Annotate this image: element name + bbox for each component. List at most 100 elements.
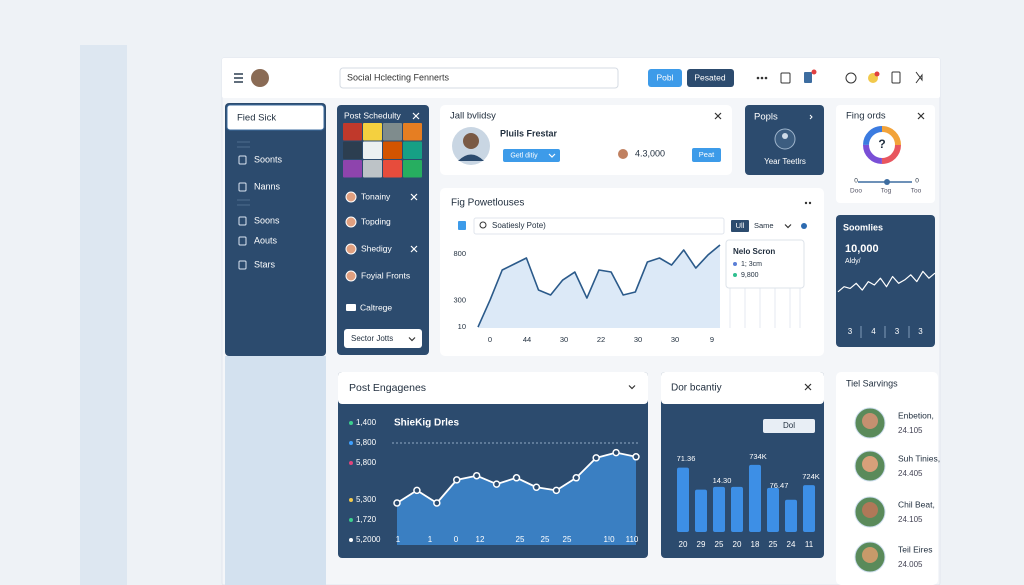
slider-label: Tog bbox=[881, 188, 892, 195]
search-box[interactable] bbox=[473, 217, 725, 235]
thumbnail bbox=[383, 123, 402, 141]
bar bbox=[677, 467, 689, 532]
search-box[interactable] bbox=[339, 67, 619, 89]
legend-dot bbox=[349, 498, 353, 502]
thumbnail bbox=[383, 160, 402, 178]
button[interactable] bbox=[503, 149, 560, 162]
sidebar-title: Fied Sick bbox=[237, 113, 276, 124]
x-tick-label: 25 bbox=[516, 535, 525, 544]
x-tick-label: 44 bbox=[523, 335, 531, 344]
line bbox=[837, 270, 936, 293]
nav-item[interactable]: Nanns bbox=[254, 181, 281, 191]
panel-title: Soomlies bbox=[843, 222, 883, 232]
thumbnail bbox=[363, 123, 382, 141]
area-fill bbox=[478, 245, 720, 328]
thumbnail bbox=[343, 160, 362, 178]
point bbox=[393, 499, 401, 507]
close-icon bbox=[804, 383, 812, 391]
select[interactable] bbox=[344, 329, 422, 348]
line bbox=[477, 244, 721, 328]
tooltip-title: Nelo Scron bbox=[733, 247, 775, 256]
toggle-label: Ull bbox=[736, 221, 745, 230]
bar bbox=[803, 485, 815, 532]
close-icon bbox=[714, 112, 722, 120]
nav-icon bbox=[238, 216, 247, 226]
tooltip-row: 1; 3cm bbox=[741, 261, 762, 268]
x-tick-label: 25 bbox=[715, 540, 724, 549]
button[interactable] bbox=[763, 419, 815, 433]
panel-title: Fig Powetlouses bbox=[451, 198, 524, 209]
y-label: 1,720 bbox=[356, 515, 377, 524]
nav-item[interactable]: Aouts bbox=[254, 235, 278, 245]
bar-annotation: 724K bbox=[802, 472, 820, 481]
button[interactable] bbox=[692, 148, 721, 162]
point bbox=[433, 499, 441, 507]
item-value: 24.105 bbox=[898, 426, 923, 435]
toggle[interactable] bbox=[731, 220, 749, 232]
point bbox=[552, 486, 561, 495]
point bbox=[492, 480, 501, 488]
caption: Year Teetlrs bbox=[764, 157, 806, 166]
x-tick-label: 25 bbox=[769, 540, 778, 549]
nav-item[interactable]: Stars bbox=[254, 259, 276, 269]
nav-icon bbox=[238, 260, 247, 270]
item-value: 24.105 bbox=[898, 515, 923, 524]
avatar bbox=[345, 243, 357, 255]
select-label: Sector Jotts bbox=[351, 334, 393, 343]
y-label: 5,800 bbox=[356, 438, 377, 447]
x-tick-label: 25 bbox=[541, 535, 550, 544]
search-text: Soatiesly Pote) bbox=[492, 221, 546, 230]
ring-segment bbox=[863, 126, 901, 164]
profile-name: Pluils Frestar bbox=[500, 128, 558, 138]
nav-icon bbox=[238, 236, 247, 246]
thumbnail bbox=[403, 160, 422, 178]
icon bbox=[801, 223, 807, 229]
x-tick-label: 3 bbox=[848, 327, 853, 336]
kpi-value: 10,000 bbox=[845, 243, 879, 255]
slider-knob bbox=[884, 179, 890, 185]
x-tick-label: 9 bbox=[710, 335, 714, 344]
x-tick-label: 20 bbox=[679, 540, 688, 549]
card-title: Jall bvlidsy bbox=[450, 111, 496, 122]
profile-count: 4.3,000 bbox=[635, 148, 665, 158]
avatar bbox=[345, 270, 357, 282]
sidebar-title-box bbox=[226, 104, 325, 131]
x-tick-label: 30 bbox=[671, 335, 679, 344]
y-label: 1,400 bbox=[356, 418, 377, 427]
thumbnail bbox=[363, 141, 382, 159]
legend-dot bbox=[349, 421, 353, 425]
y-tick-label: 300 bbox=[453, 295, 466, 304]
item-name: Teil Eires bbox=[898, 544, 932, 554]
side-strip bbox=[80, 45, 127, 585]
point bbox=[413, 486, 421, 495]
sidebar bbox=[225, 103, 326, 356]
x-tick-label: 0 bbox=[454, 535, 459, 544]
select-label[interactable]: Same bbox=[754, 221, 774, 230]
search-text: Social Hclecting Fennerts bbox=[347, 72, 450, 82]
thumbnail bbox=[403, 141, 422, 159]
nav-icon bbox=[238, 182, 247, 192]
legend-dot bbox=[349, 538, 353, 542]
point bbox=[453, 476, 461, 484]
x-tick-label: 3 bbox=[918, 327, 923, 336]
more-icon bbox=[808, 201, 812, 205]
chevron-icon bbox=[548, 153, 556, 158]
nav-item[interactable]: Soonts bbox=[254, 154, 283, 164]
more-icon bbox=[756, 76, 760, 80]
nav-item[interactable]: Soons bbox=[254, 215, 280, 225]
x-tick-label: 4 bbox=[871, 327, 876, 336]
thumbnail bbox=[403, 123, 422, 141]
x-tick-label: 3 bbox=[895, 327, 900, 336]
close-icon bbox=[412, 112, 420, 120]
button[interactable] bbox=[648, 69, 682, 87]
point bbox=[472, 471, 481, 480]
x-tick-label: 1!0 bbox=[603, 535, 615, 544]
x-tick-label: 24 bbox=[787, 540, 796, 549]
point bbox=[632, 453, 640, 461]
button[interactable] bbox=[687, 69, 734, 87]
bar-annotation: 71.36 bbox=[677, 454, 696, 463]
close-icon bbox=[410, 193, 418, 201]
x-tick-label: 30 bbox=[560, 335, 568, 344]
point bbox=[592, 454, 600, 462]
